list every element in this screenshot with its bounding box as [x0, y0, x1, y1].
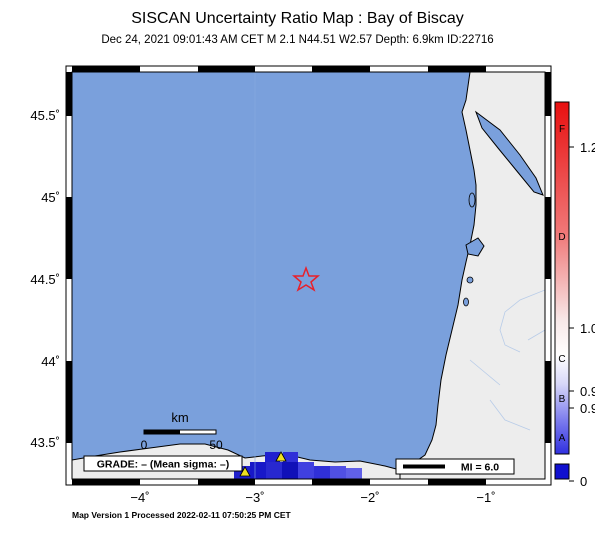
colorbar-value: 1.2 [580, 140, 595, 155]
gironde-estuary [474, 110, 544, 196]
scale-bar: km 0 50 [141, 410, 223, 452]
river [469, 289, 545, 431]
lake [466, 276, 474, 284]
arcachon-basin [465, 237, 485, 257]
colorbar: F D C B A 1.2 1.0 0.9 0.9 0 [554, 101, 595, 489]
x-tick-label: −1˚ [476, 490, 495, 505]
map-area [72, 72, 545, 479]
y-tick-label: 45.5˚ [30, 108, 60, 123]
map-title: SISCAN Uncertainty Ratio Map : Bay of Bi… [131, 10, 464, 27]
grade-box: GRADE: – (Mean sigma: –) [83, 455, 243, 472]
uncertainty-cell [330, 466, 346, 479]
processing-footer: Map Version 1 Processed 2022-02-11 07:50… [72, 510, 291, 520]
lake [463, 297, 469, 307]
colorbar-letter: F [559, 124, 565, 135]
scale-unit: km [171, 410, 188, 425]
uncertainty-cell [266, 462, 282, 479]
x-tick-label: −3˚ [245, 490, 264, 505]
uncertainty-cell [283, 452, 298, 463]
uncertainty-cell [298, 462, 314, 479]
uncertainty-cell [250, 462, 266, 479]
mi-text: MI = 6.0 [461, 462, 499, 474]
scale-end: 50 [209, 438, 223, 452]
map-frame [65, 65, 552, 486]
colorbar-zero-swatch [554, 463, 570, 480]
scale-start: 0 [141, 438, 148, 452]
colorbar-value: 1.0 [580, 321, 595, 336]
colorbar-letter: A [559, 433, 566, 444]
y-tick-label: 43.5˚ [30, 435, 60, 450]
uncertainty-cell [265, 452, 280, 463]
colorbar-value: 0.9 [580, 384, 595, 399]
x-tick-label: −4˚ [130, 490, 149, 505]
colorbar-value: 0.9 [580, 401, 595, 416]
station-marker [275, 451, 287, 462]
x-axis-labels: −4˚ −3˚ −2˚ −1˚ [130, 490, 495, 505]
mi-box: MI = 6.0 [395, 458, 515, 475]
y-tick-label: 45˚ [41, 190, 60, 205]
x-tick-label: −2˚ [360, 490, 379, 505]
grade-text: GRADE: – (Mean sigma: –) [97, 459, 229, 471]
colorbar-letter: D [558, 232, 565, 243]
y-tick-label: 44˚ [41, 354, 60, 369]
lake [468, 192, 476, 208]
uncertainty-cell [282, 462, 298, 479]
y-axis-labels: 45.5˚ 45˚ 44.5˚ 44˚ 43.5˚ [30, 108, 60, 450]
colorbar-letter: C [558, 354, 565, 365]
colorbar-letter: B [559, 394, 566, 405]
event-info: Dec 24, 2021 09:01:43 AM CET M 2.1 N44.5… [101, 34, 494, 46]
colorbar-value: 0 [580, 474, 587, 489]
y-tick-label: 44.5˚ [30, 272, 60, 287]
epicenter-star [291, 265, 321, 292]
colorbar-gradient [554, 101, 570, 455]
uncertainty-cell [346, 468, 362, 479]
uncertainty-cell [314, 466, 330, 479]
